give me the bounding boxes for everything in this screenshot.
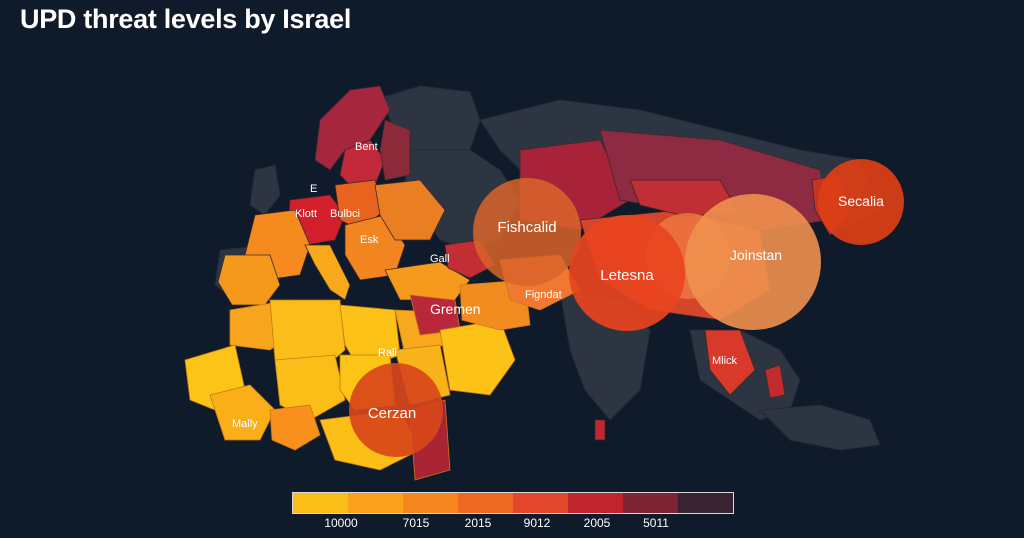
label-mally: Mally	[232, 418, 258, 430]
label-klott: Klott	[295, 208, 317, 220]
region-saudi-arabia	[439, 319, 516, 396]
label-bent: Bent	[355, 141, 378, 153]
region-philippines	[764, 364, 786, 399]
label-layer: Bent E Klott Bulbci Esk Gall Fishcalid F…	[232, 141, 884, 430]
label-letesna: Letesna	[600, 267, 654, 284]
label-gremen: Gremen	[430, 301, 481, 317]
region-ukraine	[374, 179, 446, 241]
region-finland	[379, 119, 411, 181]
legend-label-2: 7015	[402, 516, 430, 530]
land-europe	[217, 85, 496, 306]
region-italy	[304, 244, 351, 301]
region-small-island	[594, 419, 606, 441]
legend-label-1: 10000	[324, 516, 358, 530]
region-niger	[274, 354, 346, 421]
bubble-fishcalid[interactable]	[473, 178, 581, 286]
label-secalia: Secalia	[838, 193, 884, 209]
legend-label-4: 9012	[523, 516, 551, 530]
bubble-layer	[349, 159, 904, 457]
bubble-cerzan[interactable]	[349, 363, 443, 457]
label-rall: Rall	[378, 347, 397, 359]
label-joinstan: Joinstan	[730, 247, 782, 263]
legend-swatch-2	[348, 493, 403, 513]
bubble-joinstan[interactable]	[685, 194, 821, 330]
threat-legend	[292, 492, 734, 514]
legend-labels: 10000 7015 2015 9012 2005 5011	[292, 516, 734, 532]
legend-swatch-4	[458, 493, 513, 513]
label-esk: Esk	[360, 234, 379, 246]
bubble-letesna[interactable]	[569, 215, 685, 331]
legend-swatch-7	[623, 493, 678, 513]
region-iberia	[217, 254, 281, 306]
legend-swatch-3	[403, 493, 458, 513]
legend-swatch-5	[513, 493, 568, 513]
label-fishcalid: Fishcalid	[497, 219, 556, 236]
label-gall: Gall	[430, 253, 450, 265]
label-figndat: Figndat	[525, 289, 562, 301]
legend-swatch-8	[678, 493, 733, 513]
label-e: E	[310, 183, 317, 195]
legend-label-6: 5011	[643, 516, 669, 530]
legend-label-3: 2015	[464, 516, 492, 530]
region-nigeria	[269, 404, 321, 451]
legend-swatch-6	[568, 493, 623, 513]
legend-label-5: 2005	[583, 516, 611, 530]
region-mali	[209, 384, 276, 441]
region-indonesia-dark	[758, 404, 881, 451]
label-cerzan: Cerzan	[368, 405, 416, 422]
bubble-secalia[interactable]	[818, 159, 904, 245]
legend-swatch-1	[293, 493, 348, 513]
label-mlick: Mlick	[712, 355, 738, 367]
map-title: UPD threat levels by Israel	[20, 4, 352, 34]
label-bulbci: Bulbci	[330, 208, 360, 220]
region-uk-dark	[249, 164, 281, 216]
region-se-asia	[704, 329, 756, 396]
